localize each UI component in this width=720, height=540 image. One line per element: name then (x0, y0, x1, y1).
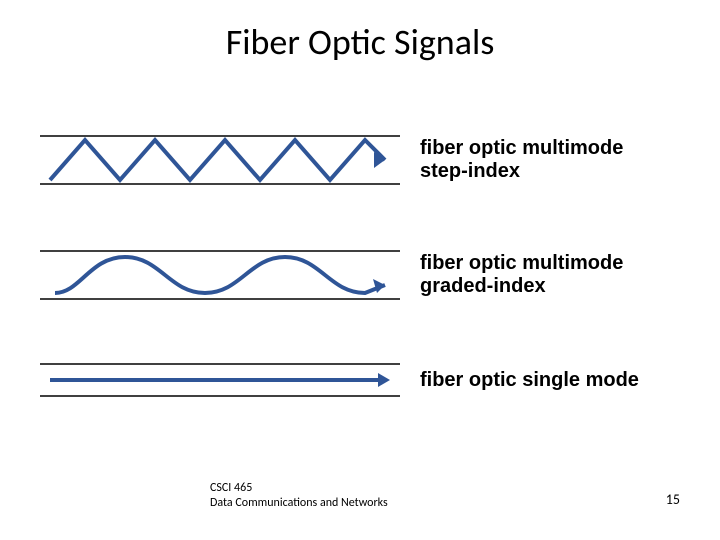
label-line2: graded-index (420, 275, 546, 297)
label-text: fiber optic single mode (420, 369, 639, 391)
label-line2: step-index (420, 160, 520, 182)
row-graded-index: fiber optic multimode graded-index (40, 245, 680, 305)
footer-subtitle: Data Communications and Networks (210, 496, 388, 510)
single-mode-diagram (40, 360, 400, 400)
row-single-mode: fiber optic single mode (40, 360, 680, 400)
step-index-label: fiber optic multimode step-index (400, 137, 680, 183)
graded-index-label: fiber optic multimode graded-index (400, 252, 680, 298)
step-index-diagram (40, 130, 400, 190)
graded-index-diagram (40, 245, 400, 305)
footer-course-info: CSCI 465 Data Communications and Network… (210, 481, 388, 510)
page-title: Fiber Optic Signals (0, 20, 720, 64)
wave-signal (55, 257, 385, 293)
label-line1: fiber optic multimode (420, 252, 623, 274)
page-number: 15 (666, 491, 680, 508)
row-step-index: fiber optic multimode step-index (40, 130, 680, 190)
footer-course: CSCI 465 (210, 481, 252, 495)
label-line1: fiber optic multimode (420, 137, 623, 159)
zigzag-signal (50, 140, 385, 180)
single-mode-label: fiber optic single mode (400, 369, 680, 392)
arrow-head-icon (378, 373, 390, 387)
